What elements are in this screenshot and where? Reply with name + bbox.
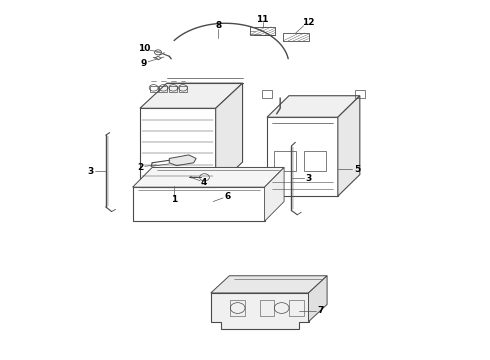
Bar — [159, 86, 167, 92]
Bar — [267, 117, 338, 196]
Bar — [262, 90, 272, 98]
Polygon shape — [169, 155, 196, 166]
Polygon shape — [338, 96, 360, 196]
Bar — [289, 300, 304, 316]
Bar — [250, 27, 275, 35]
Text: 2: 2 — [137, 163, 143, 172]
Circle shape — [185, 176, 188, 178]
Text: 11: 11 — [256, 15, 269, 24]
Polygon shape — [267, 96, 360, 117]
Bar — [133, 187, 265, 221]
Bar — [274, 151, 296, 171]
Text: 10: 10 — [138, 44, 150, 53]
Text: 12: 12 — [302, 18, 315, 27]
Text: 9: 9 — [140, 59, 147, 68]
Text: 3: 3 — [87, 167, 93, 176]
Text: 3: 3 — [305, 174, 312, 183]
Bar — [150, 86, 158, 92]
Polygon shape — [211, 276, 327, 293]
Polygon shape — [265, 167, 284, 221]
Bar — [140, 108, 216, 187]
Polygon shape — [133, 167, 284, 187]
Text: 4: 4 — [201, 177, 207, 186]
Polygon shape — [309, 276, 327, 321]
Polygon shape — [216, 83, 243, 187]
Polygon shape — [140, 83, 243, 108]
Bar — [230, 300, 245, 316]
Bar — [283, 33, 309, 41]
Text: 6: 6 — [225, 192, 231, 201]
Bar — [304, 151, 326, 171]
Bar — [179, 86, 187, 92]
Text: 8: 8 — [215, 21, 221, 30]
Text: 7: 7 — [318, 306, 324, 315]
Bar — [260, 300, 274, 316]
Polygon shape — [211, 293, 309, 329]
Bar — [169, 86, 177, 92]
Text: 1: 1 — [171, 195, 177, 204]
Text: 5: 5 — [354, 165, 361, 174]
Bar — [355, 90, 365, 98]
